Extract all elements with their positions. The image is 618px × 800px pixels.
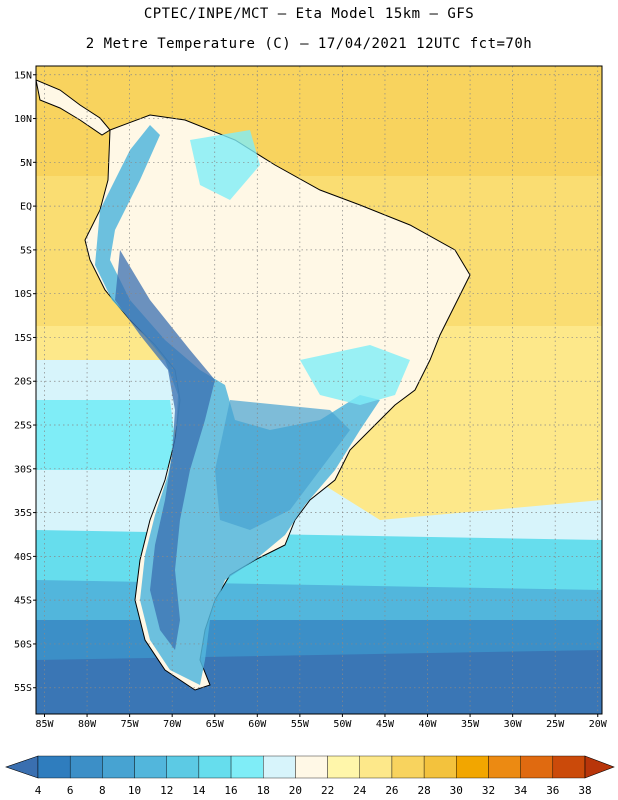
lon-tick-label: 30W: [504, 719, 523, 730]
lat-tick-label: 30S: [14, 464, 32, 475]
colorbar-swatch: [134, 755, 167, 779]
lat-tick-label: EQ: [20, 202, 32, 213]
lon-tick-label: 20W: [589, 719, 608, 730]
lon-tick-label: 75W: [121, 719, 140, 730]
colorbar-label: 6: [67, 784, 74, 797]
colorbar-swatch: [391, 755, 425, 779]
lat-tick-label: 40S: [14, 552, 32, 563]
colorbar-swatch: [37, 755, 71, 779]
colorbar-swatch: [69, 755, 103, 779]
colorbar-swatch: [198, 755, 232, 779]
lon-tick-label: 45W: [376, 719, 395, 730]
colorbar-label: 30: [450, 784, 463, 797]
lon-tick-label: 65W: [206, 719, 225, 730]
lat-tick-label: 10S: [14, 289, 32, 300]
colorbar-swatch: [295, 755, 328, 779]
andes-cold-ridge: [115, 250, 215, 650]
colorbar-swatch: [359, 755, 393, 779]
colorbar-label: 24: [353, 784, 367, 797]
map-plot-area: [36, 66, 602, 714]
central-america-landmass: [36, 79, 111, 136]
colorbar-label: 32: [482, 784, 495, 797]
colorbar-label: 4: [35, 784, 42, 797]
lat-tick-label: 50S: [14, 639, 32, 650]
lon-tick-label: 60W: [248, 719, 267, 730]
venezuela-highland-cool-zone: [190, 130, 260, 200]
lat-tick-label: 5S: [20, 245, 32, 256]
colorbar-label: 38: [578, 784, 591, 797]
lat-tick-label: 20S: [14, 377, 32, 388]
colorbar-label: 12: [160, 784, 173, 797]
lon-tick-label: 35W: [461, 719, 480, 730]
colorbar-swatch: [423, 755, 457, 779]
colorbar-swatch: [456, 755, 489, 779]
lon-tick-label: 25W: [546, 719, 565, 730]
colorbar-label: 34: [514, 784, 528, 797]
southern-cone-cool-zone: [215, 400, 350, 530]
temperature-colorbar: 4 6 8 10 12 14 16 18 20 22 24 26 28 30 32 34 36 38: [5, 755, 615, 797]
lat-lon-grid: [36, 66, 602, 714]
lat-tick-label: 10N: [14, 114, 32, 125]
colorbar-swatch: [166, 755, 200, 779]
lon-tick-label: 85W: [35, 719, 54, 730]
colorbar-label: 36: [546, 784, 559, 797]
colorbar-swatch: [102, 755, 135, 779]
colorbar-label: 22: [321, 784, 334, 797]
map-frame: [35, 65, 603, 715]
pacific-cooler-band: [36, 400, 180, 480]
colorbar-label: 26: [385, 784, 398, 797]
longitude-labels: 85W 80W 75W 70W 65W 60W 55W 50W 45W 40W 35W 30W 25W 2…: [35, 714, 608, 730]
colorbar-swatch: [552, 755, 586, 779]
lon-tick-label: 40W: [418, 719, 437, 730]
colorbar-swatch: [263, 755, 296, 779]
colorbar-label: 28: [417, 784, 430, 797]
lat-tick-label: 25S: [14, 421, 32, 432]
lon-tick-label: 55W: [291, 719, 310, 730]
colorbar-swatch: [520, 755, 554, 779]
colorbar-right-arrow: [584, 755, 615, 779]
colorbar-swatch: [230, 755, 264, 779]
colorbar-label: 18: [257, 784, 270, 797]
map-title-line-1: CPTEC/INPE/MCT – Eta Model 15km – GFS: [143, 6, 475, 22]
colorbar-left-arrow: [5, 755, 39, 779]
lat-tick-label: 45S: [14, 596, 32, 607]
lat-tick-label: 5N: [20, 158, 32, 169]
coldest-band: [36, 650, 602, 714]
southeast-brazil-cool-zone: [300, 345, 410, 405]
lat-tick-label: 15S: [14, 333, 32, 344]
colorbar-label: 8: [99, 784, 106, 797]
latitude-labels: 15N 10N 5N EQ 5S 10S 15S 20S 25S 30S 35S 40S 45S 50S 5…: [14, 70, 36, 694]
colorbar-label: 10: [128, 784, 141, 797]
colorbar-label: 20: [289, 784, 302, 797]
lat-tick-label: 35S: [14, 508, 32, 519]
lon-tick-label: 80W: [78, 719, 97, 730]
lat-tick-label: 15N: [14, 70, 32, 81]
colorbar-label: 14: [192, 784, 206, 797]
map-title-line-2: 2 Metre Temperature (C) – 17/04/2021 12U…: [85, 36, 533, 52]
lat-tick-label: 55S: [14, 683, 32, 694]
colorbar-swatch: [327, 755, 360, 779]
lon-tick-label: 70W: [163, 719, 182, 730]
colorbar-swatch: [488, 755, 521, 779]
colorbar-label: 16: [224, 784, 237, 797]
lon-tick-label: 50W: [333, 719, 352, 730]
